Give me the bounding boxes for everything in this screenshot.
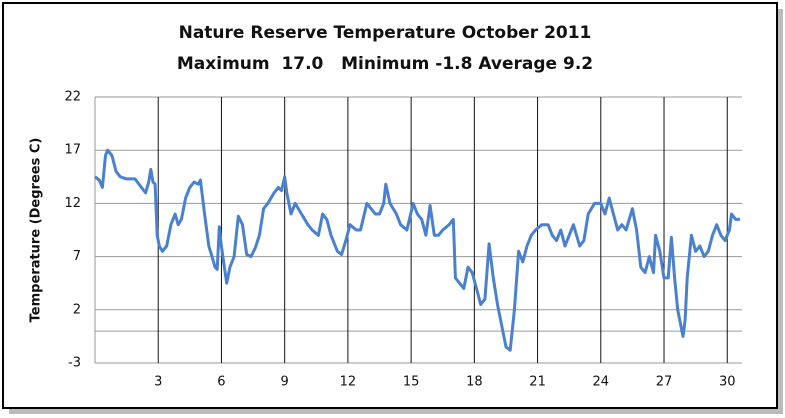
chart-title: Nature Reserve Temperature October 2011 bbox=[179, 23, 592, 43]
x-tick-label: 3 bbox=[154, 375, 162, 390]
y-tick-label: 12 bbox=[64, 196, 81, 211]
x-tick-label: 15 bbox=[403, 375, 420, 390]
x-tick-label: 18 bbox=[466, 375, 483, 390]
y-axis-label: Temperature (Degrees C) bbox=[29, 138, 44, 323]
x-tick-label: 27 bbox=[656, 375, 673, 390]
x-tick-label: 6 bbox=[217, 375, 225, 390]
x-tick-label: 9 bbox=[281, 375, 289, 390]
x-tick-label: 30 bbox=[719, 375, 736, 390]
chart-subtitle: Maximum 17.0 Minimum -1.8 Average 9.2 bbox=[177, 54, 593, 74]
x-tick-label: 12 bbox=[340, 375, 357, 390]
y-tick-label: 17 bbox=[64, 143, 81, 158]
x-tick-label: 24 bbox=[593, 375, 610, 390]
y-tick-label: 2 bbox=[73, 302, 81, 317]
x-tick-label: 21 bbox=[529, 375, 546, 390]
y-tick-label: 22 bbox=[64, 90, 81, 105]
data-line bbox=[94, 148, 740, 352]
y-tick-label: -3 bbox=[68, 356, 81, 371]
y-tick-label: 7 bbox=[73, 249, 81, 264]
